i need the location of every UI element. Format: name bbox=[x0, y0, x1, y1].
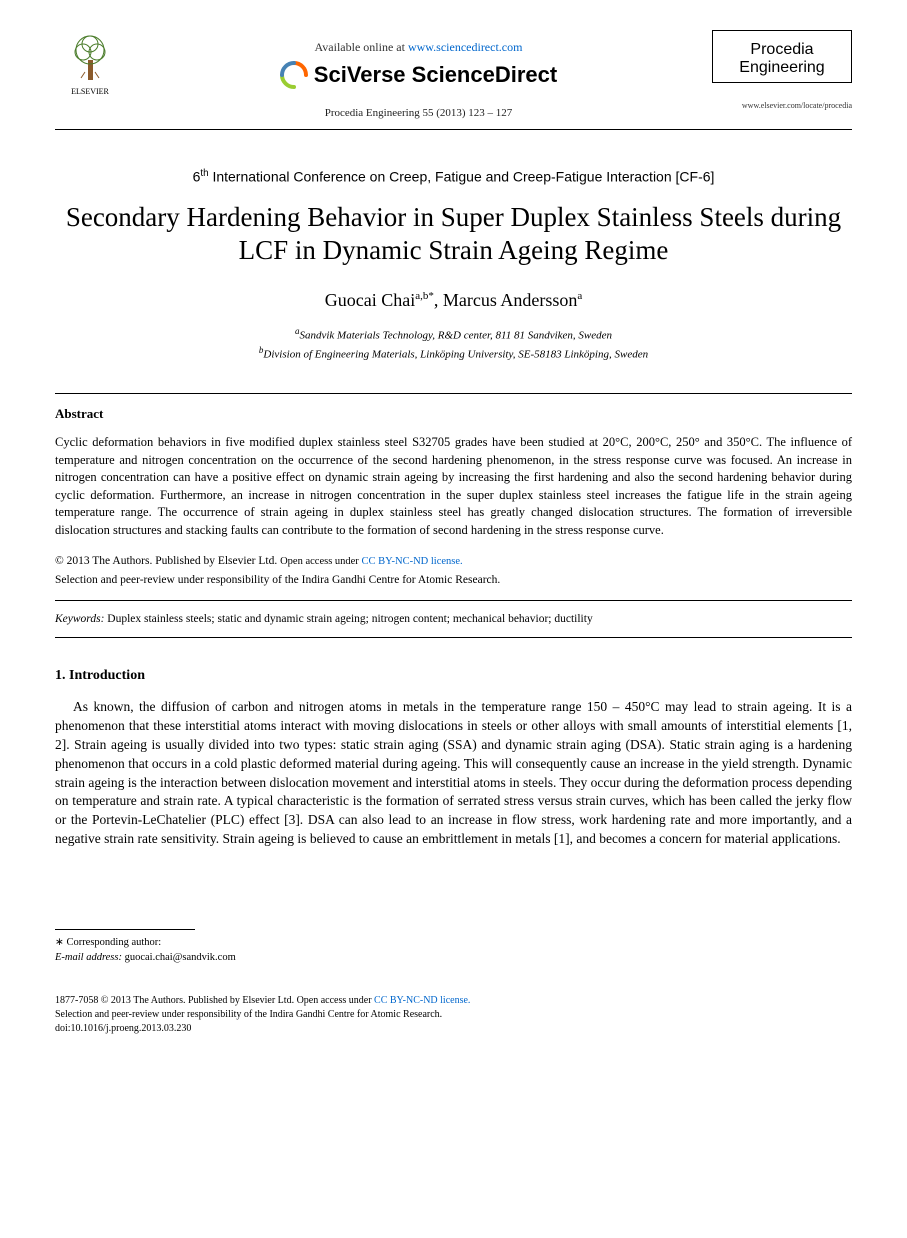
center-header: Available online at www.sciencedirect.co… bbox=[125, 30, 712, 121]
paper-title: Secondary Hardening Behavior in Super Du… bbox=[55, 201, 852, 269]
author-2: Marcus Andersson bbox=[443, 290, 577, 310]
issn-b: Open access under bbox=[297, 995, 374, 1006]
abstract-heading: Abstract bbox=[55, 406, 852, 422]
abstract-text: Cyclic deformation behaviors in five mod… bbox=[55, 434, 852, 539]
copyright-line1b: Open access under bbox=[280, 556, 361, 567]
copyright-block: © 2013 The Authors. Published by Elsevie… bbox=[55, 553, 852, 570]
journal-box-wrapper: Procedia Engineering www.elsevier.com/lo… bbox=[712, 30, 852, 110]
abstract-bottom-rule bbox=[55, 600, 852, 601]
journal-url: www.elsevier.com/locate/procedia bbox=[712, 101, 852, 110]
header-rule bbox=[55, 129, 852, 130]
elsevier-tree-icon bbox=[63, 30, 118, 85]
affiliations: aSandvik Materials Technology, R&D cente… bbox=[55, 325, 852, 363]
page-header: ELSEVIER Available online at www.science… bbox=[55, 30, 852, 121]
corresponding-author-note: ∗ Corresponding author: bbox=[55, 936, 852, 951]
sciverse-brand: SciVerse ScienceDirect bbox=[125, 61, 712, 89]
keywords-rule bbox=[55, 637, 852, 638]
keywords-text: Duplex stainless steels; static and dyna… bbox=[104, 613, 592, 625]
affiliation-a-text: Sandvik Materials Technology, R&D center… bbox=[299, 330, 612, 342]
review-line: Selection and peer-review under responsi… bbox=[55, 1008, 852, 1022]
journal-box: Procedia Engineering bbox=[712, 30, 852, 83]
copyright-line2: Selection and peer-review under responsi… bbox=[55, 572, 852, 588]
conference-line: 6th International Conference on Creep, F… bbox=[55, 168, 852, 185]
platform-name: SciVerse ScienceDirect bbox=[314, 62, 557, 88]
publisher-name: ELSEVIER bbox=[55, 87, 125, 96]
available-text: Available online at bbox=[315, 40, 408, 54]
intro-heading: 1. Introduction bbox=[55, 668, 852, 684]
email-line: E-mail address: guocai.chai@sandvik.com bbox=[55, 951, 852, 966]
footer-block: ∗ Corresponding author: E-mail address: … bbox=[55, 929, 852, 1035]
author-1: Guocai Chai bbox=[325, 290, 415, 310]
email-label: E-mail address: bbox=[55, 952, 125, 963]
abstract-top-rule bbox=[55, 393, 852, 394]
affiliation-b-text: Division of Engineering Materials, Linkö… bbox=[263, 349, 648, 361]
bottom-license-link[interactable]: CC BY-NC-ND license. bbox=[374, 995, 470, 1006]
license-link[interactable]: CC BY-NC-ND license. bbox=[361, 556, 462, 567]
affiliation-b: bDivision of Engineering Materials, Link… bbox=[55, 344, 852, 363]
elsevier-logo: ELSEVIER bbox=[55, 30, 125, 96]
citation-line: Procedia Engineering 55 (2013) 123 – 127 bbox=[125, 107, 712, 119]
author-1-marks: a,b* bbox=[415, 290, 434, 302]
issn-line: 1877-7058 © 2013 The Authors. Published … bbox=[55, 994, 852, 1008]
sciverse-icon bbox=[280, 61, 308, 89]
issn-a: 1877-7058 © 2013 The Authors. Published … bbox=[55, 995, 297, 1006]
footnote-rule bbox=[55, 929, 195, 930]
journal-title-2: Engineering bbox=[717, 59, 847, 77]
corresponding-marker: ∗ bbox=[55, 937, 64, 948]
affiliation-a: aSandvik Materials Technology, R&D cente… bbox=[55, 325, 852, 344]
bottom-meta: 1877-7058 © 2013 The Authors. Published … bbox=[55, 994, 852, 1036]
sciencedirect-link[interactable]: www.sciencedirect.com bbox=[408, 40, 523, 54]
keywords-line: Keywords: Duplex stainless steels; stati… bbox=[55, 613, 852, 625]
author-2-marks: a bbox=[577, 290, 582, 302]
doi-line: doi:10.1016/j.proeng.2013.03.230 bbox=[55, 1022, 852, 1036]
corresponding-label: Corresponding author: bbox=[64, 937, 161, 948]
intro-paragraph: As known, the diffusion of carbon and ni… bbox=[55, 698, 852, 849]
keywords-label: Keywords: bbox=[55, 613, 104, 625]
email-address: guocai.chai@sandvik.com bbox=[125, 952, 236, 963]
authors-line: Guocai Chaia,b*, Marcus Anderssona bbox=[55, 290, 852, 311]
available-online-line: Available online at www.sciencedirect.co… bbox=[125, 40, 712, 55]
journal-title-1: Procedia bbox=[717, 41, 847, 59]
copyright-line1a: © 2013 The Authors. Published by Elsevie… bbox=[55, 555, 280, 567]
